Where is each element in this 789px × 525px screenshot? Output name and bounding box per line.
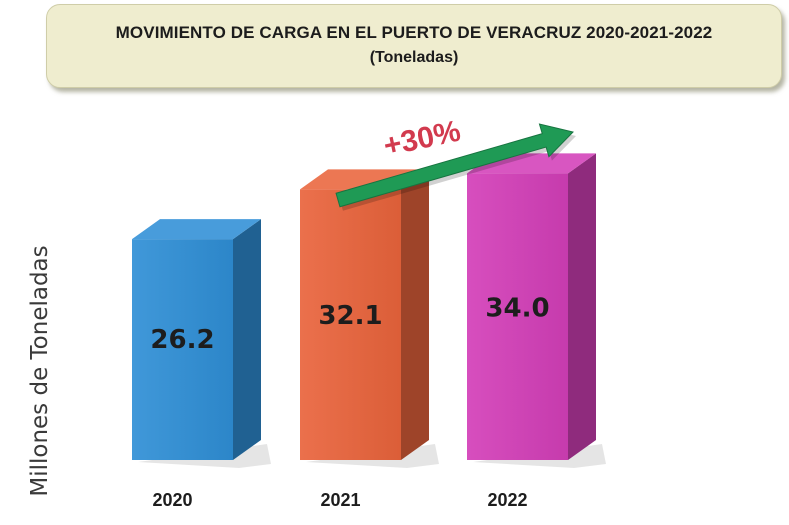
bar-value-label: 32.1: [318, 301, 382, 331]
title-box: MOVIMIENTO DE CARGA EN EL PUERTO DE VERA…: [46, 4, 782, 88]
bar-top-face: [132, 219, 261, 240]
bar-side-face: [233, 219, 261, 460]
bar-front-face: [467, 173, 568, 460]
bar-2022: [467, 153, 606, 468]
bar-side-face: [401, 169, 429, 460]
x-tick-label: 2022: [487, 490, 527, 510]
growth-arrow: [335, 123, 576, 211]
bar-2021: [300, 169, 439, 468]
bar-front-face: [132, 239, 233, 460]
chart-subtitle: (Toneladas): [369, 49, 459, 66]
bar-value-label: 26.2: [150, 325, 214, 355]
x-tick-label: 2021: [320, 490, 360, 510]
bar-front-face: [300, 189, 401, 460]
bar-value-label: 34.0: [485, 293, 549, 323]
growth-annotation: +30%: [381, 115, 464, 163]
bar-2020: [132, 219, 271, 468]
bar-side-face: [568, 153, 596, 460]
x-tick-label: 2020: [152, 490, 192, 510]
chart-title: MOVIMIENTO DE CARGA EN EL PUERTO DE VERA…: [115, 23, 713, 42]
